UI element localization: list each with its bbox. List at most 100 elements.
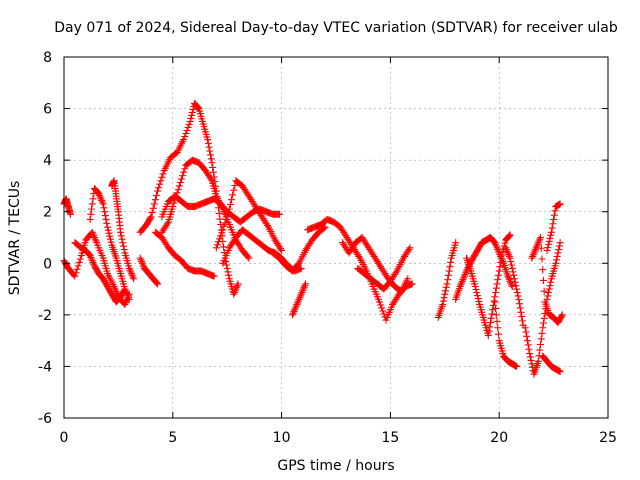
data-point-dense xyxy=(534,240,542,248)
data-point-dense xyxy=(536,346,544,354)
data-point-dense xyxy=(89,230,97,238)
data-point-dense xyxy=(150,200,158,208)
data-point xyxy=(556,200,564,208)
data-point-dense xyxy=(218,229,226,237)
data-point-dense xyxy=(152,191,160,199)
data-point-dense xyxy=(189,105,197,113)
data-point-dense xyxy=(379,307,387,315)
data-point-dense xyxy=(123,290,131,298)
series-sat-g xyxy=(136,99,242,298)
data-point xyxy=(493,280,501,288)
data-point-dense xyxy=(216,215,224,223)
data-point-dense xyxy=(181,133,189,141)
data-point-dense xyxy=(545,237,553,245)
series-sat-s xyxy=(452,234,516,303)
data-point-dense xyxy=(90,260,98,268)
data-point-dense xyxy=(505,274,513,282)
data-point xyxy=(471,282,479,290)
data-point-dense xyxy=(232,285,240,293)
data-point-dense xyxy=(182,129,190,137)
data-point-dense xyxy=(225,271,233,279)
data-point-dense xyxy=(457,279,465,287)
data-point xyxy=(406,244,414,252)
data-point xyxy=(543,246,551,254)
data-point-dense xyxy=(475,298,483,306)
x-tick-label: 5 xyxy=(168,430,177,446)
data-point xyxy=(528,254,536,262)
data-point-dense xyxy=(537,335,545,343)
data-point-dense xyxy=(508,264,516,272)
data-point-dense xyxy=(216,235,224,243)
data-point xyxy=(212,244,220,252)
data-point-dense xyxy=(178,175,186,183)
data-point-dense xyxy=(513,289,521,297)
data-point xyxy=(154,187,162,195)
series-sat-z xyxy=(543,200,564,254)
data-point-dense xyxy=(502,246,510,254)
data-point-dense xyxy=(98,198,106,206)
data-point xyxy=(99,200,107,208)
data-point-dense xyxy=(549,220,557,228)
data-point-dense xyxy=(174,185,182,193)
data-point-dense xyxy=(87,253,95,261)
series-sat-q xyxy=(354,244,414,293)
data-point-dense xyxy=(101,212,109,220)
data-point-dense xyxy=(442,287,450,295)
data-point-dense xyxy=(442,283,450,291)
data-point-dense xyxy=(555,246,563,254)
data-point-dense xyxy=(119,239,127,247)
data-point-dense xyxy=(292,302,300,310)
data-point-dense xyxy=(508,261,516,269)
series-sat-e xyxy=(108,177,138,283)
data-point-dense xyxy=(522,328,530,336)
data-point-dense xyxy=(377,301,385,309)
grid xyxy=(64,57,608,418)
data-point-dense xyxy=(517,308,525,316)
data-point-dense xyxy=(224,268,232,276)
data-point-dense xyxy=(505,232,513,240)
data-point-dense xyxy=(228,196,236,204)
data-point xyxy=(175,182,183,190)
data-point-dense xyxy=(106,232,114,240)
series-sat-n xyxy=(288,280,310,319)
data-point-dense xyxy=(509,268,517,276)
data-point-dense xyxy=(102,215,110,223)
data-point-dense xyxy=(106,235,114,243)
data-point-dense xyxy=(129,273,137,281)
data-point xyxy=(234,280,242,288)
data-point-dense xyxy=(296,294,304,302)
data-point-dense xyxy=(444,271,452,279)
data-point-dense xyxy=(461,270,469,278)
data-point-dense xyxy=(525,345,533,353)
data-point-dense xyxy=(529,252,537,260)
y-tick-label: 0 xyxy=(43,256,52,272)
data-point-dense xyxy=(506,277,514,285)
data-point-dense xyxy=(163,220,171,228)
data-point-dense xyxy=(155,184,163,192)
data-point-dense xyxy=(125,294,133,302)
data-point-dense xyxy=(539,276,547,284)
data-point xyxy=(104,223,112,231)
data-point-dense xyxy=(474,295,482,303)
y-tick-label: 8 xyxy=(43,50,52,66)
data-point-dense xyxy=(223,264,231,272)
data-point-dense xyxy=(493,244,501,252)
data-point-dense xyxy=(105,229,113,237)
data-point xyxy=(556,368,564,376)
data-point-dense xyxy=(101,208,109,216)
data-point-dense xyxy=(137,256,145,264)
data-point-dense xyxy=(548,224,556,232)
data-point-dense xyxy=(176,178,184,186)
data-point-dense xyxy=(215,209,223,217)
data-point-dense xyxy=(494,271,502,279)
data-point-dense xyxy=(138,259,146,267)
data-point-dense xyxy=(495,267,503,275)
data-point-dense xyxy=(122,299,130,307)
data-point-dense xyxy=(88,205,96,213)
data-point-dense xyxy=(118,235,126,243)
data-point-dense xyxy=(446,263,454,271)
data-point-dense xyxy=(223,212,231,220)
data-point xyxy=(208,159,216,167)
data-point-dense xyxy=(100,204,108,212)
